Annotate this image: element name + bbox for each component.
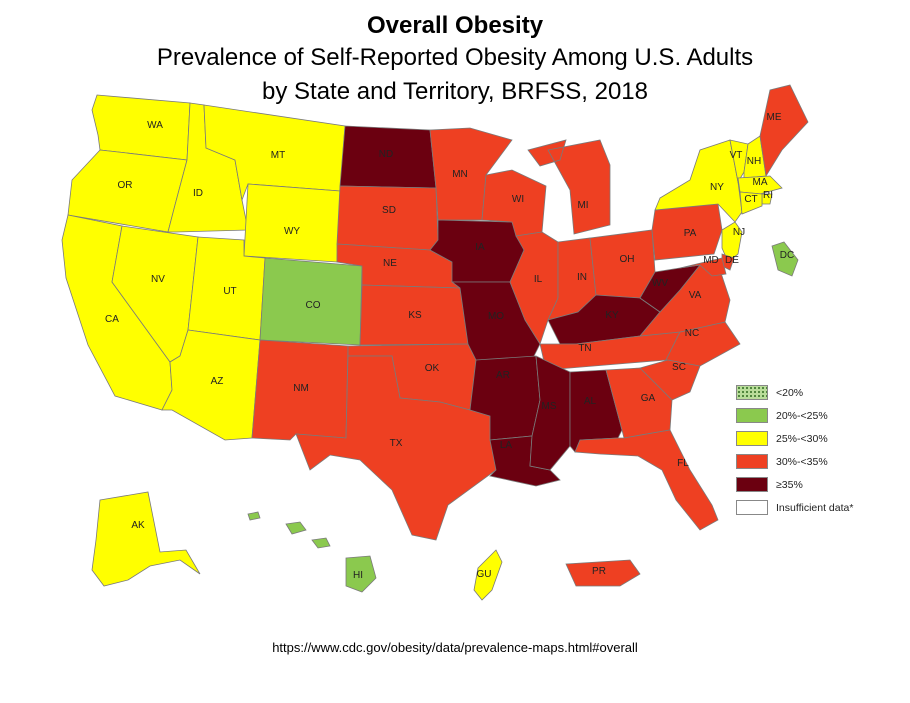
state-label-dc: DC bbox=[780, 250, 794, 261]
state-label-ne: NE bbox=[383, 258, 397, 269]
legend-item-lt20: <20% bbox=[736, 384, 853, 401]
state-ct bbox=[739, 191, 763, 215]
state-label-az: AZ bbox=[211, 376, 224, 387]
state-label-ms: MS bbox=[542, 401, 557, 412]
state-label-vt: VT bbox=[730, 150, 743, 161]
state-wy bbox=[243, 183, 341, 263]
state-label-wi: WI bbox=[512, 194, 524, 205]
state-label-ut: UT bbox=[223, 286, 236, 297]
state-ak bbox=[91, 491, 201, 587]
state-label-me: ME bbox=[767, 112, 782, 123]
legend-label: 25%-<30% bbox=[776, 432, 828, 445]
legend-swatch bbox=[736, 500, 768, 515]
map-subtitle-line1: Prevalence of Self-Reported Obesity Amon… bbox=[156, 44, 754, 71]
state-label-md: MD bbox=[703, 255, 719, 266]
legend-swatch bbox=[736, 408, 768, 423]
state-label-ri: RI bbox=[763, 190, 773, 201]
state-md bbox=[679, 257, 727, 277]
state-label-mi: MI bbox=[577, 200, 588, 211]
state-label-id: ID bbox=[193, 188, 203, 199]
state-label-pr: PR bbox=[592, 566, 606, 577]
state-label-pa: PA bbox=[684, 228, 697, 239]
legend-swatch bbox=[736, 454, 768, 469]
state-label-hi: HI bbox=[353, 570, 363, 581]
state-label-co: CO bbox=[306, 300, 321, 311]
state-pr bbox=[565, 559, 641, 587]
state-dc bbox=[771, 241, 799, 277]
state-label-mn: MN bbox=[452, 169, 468, 180]
legend-label: ≥35% bbox=[776, 478, 803, 491]
state-label-ks: KS bbox=[408, 310, 422, 321]
state-label-il: IL bbox=[534, 274, 543, 285]
legend-item-c25_30: 25%-<30% bbox=[736, 430, 853, 447]
state-label-nj: NJ bbox=[733, 227, 745, 238]
legend-label: Insufficient data* bbox=[776, 501, 854, 514]
legend: <20% 20%-<25% 25%-<30% 30%-<35% ≥35% Insuffic… bbox=[736, 384, 853, 522]
state-label-fl: FL bbox=[677, 458, 689, 469]
legend-label: 20%-<25% bbox=[776, 409, 828, 422]
state-label-al: AL bbox=[584, 396, 597, 407]
state-label-nd: ND bbox=[379, 149, 393, 160]
state-label-wy: WY bbox=[284, 226, 300, 237]
state-il bbox=[509, 231, 559, 345]
state-label-ny: NY bbox=[710, 182, 724, 193]
state-label-ok: OK bbox=[425, 363, 440, 374]
state-label-ma: MA bbox=[753, 177, 768, 188]
state-tx bbox=[295, 355, 497, 541]
state-label-ct: CT bbox=[744, 194, 757, 205]
state-ny bbox=[654, 139, 743, 223]
state-mi bbox=[527, 139, 611, 235]
state-label-wa: WA bbox=[147, 120, 163, 131]
legend-item-insufficient: Insufficient data* bbox=[736, 499, 853, 516]
state-wa bbox=[91, 94, 191, 161]
state-label-tn: TN bbox=[578, 343, 591, 354]
state-nj bbox=[721, 221, 743, 263]
state-label-mo: MO bbox=[488, 311, 504, 322]
state-gu bbox=[473, 549, 503, 601]
state-fl bbox=[574, 429, 719, 531]
state-label-ak: AK bbox=[131, 520, 145, 531]
state-label-va: VA bbox=[689, 290, 702, 301]
state-label-sc: SC bbox=[672, 362, 686, 373]
state-label-or: OR bbox=[118, 180, 133, 191]
state-label-ar: AR bbox=[496, 370, 510, 381]
state-sc bbox=[639, 359, 701, 401]
state-label-nc: NC bbox=[685, 328, 699, 339]
legend-swatch bbox=[736, 385, 768, 400]
us-obesity-map: WA OR CA ID NV MT WY UT AZ CO NM ND SD NE KS OK TX MN IA MO… bbox=[61, 84, 809, 601]
state-label-la: LA bbox=[500, 440, 513, 451]
legend-swatch bbox=[736, 477, 768, 492]
state-label-nv: NV bbox=[151, 274, 165, 285]
state-label-ia: IA bbox=[475, 242, 485, 253]
legend-swatch bbox=[736, 431, 768, 446]
legend-label: <20% bbox=[776, 386, 804, 399]
state-sd bbox=[336, 185, 439, 251]
state-label-in: IN bbox=[577, 272, 587, 283]
state-me bbox=[759, 84, 809, 178]
state-label-gu: GU bbox=[477, 569, 492, 580]
source-url: https://www.cdc.gov/obesity/data/prevale… bbox=[272, 640, 638, 655]
map-subtitle-line2: by State and Territory, BRFSS, 2018 bbox=[262, 78, 648, 105]
state-hi bbox=[247, 511, 377, 593]
state-label-ky: KY bbox=[605, 310, 619, 321]
legend-label: 30%-<35% bbox=[776, 455, 828, 468]
legend-item-c35plus: ≥35% bbox=[736, 476, 853, 493]
map-title: Overall Obesity bbox=[366, 12, 544, 39]
legend-item-c30_35: 30%-<35% bbox=[736, 453, 853, 470]
state-label-oh: OH bbox=[620, 254, 635, 265]
state-label-de: DE bbox=[725, 255, 739, 266]
state-label-sd: SD bbox=[382, 205, 396, 216]
legend-item-c20_25: 20%-<25% bbox=[736, 407, 853, 424]
state-label-nm: NM bbox=[293, 383, 309, 394]
state-label-wv: WV bbox=[652, 278, 668, 289]
state-label-nh: NH bbox=[747, 156, 761, 167]
state-label-mt: MT bbox=[271, 150, 285, 161]
state-label-ca: CA bbox=[105, 314, 119, 325]
state-label-tx: TX bbox=[390, 438, 403, 449]
state-label-ga: GA bbox=[641, 393, 656, 404]
state-ma bbox=[737, 175, 783, 195]
